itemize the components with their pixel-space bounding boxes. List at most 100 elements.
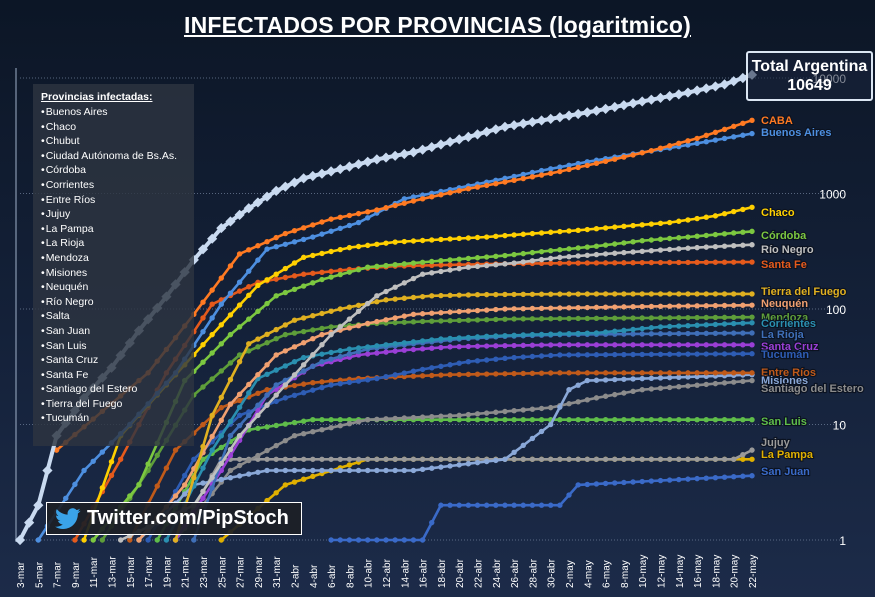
series-line [174, 448, 753, 541]
data-point [172, 537, 179, 543]
data-point [374, 350, 380, 356]
data-point [200, 299, 206, 305]
data-point [676, 383, 682, 390]
twitter-watermark[interactable]: Twitter.com/PipStoch [46, 502, 302, 535]
data-point [465, 235, 472, 241]
data-point [374, 467, 380, 474]
data-point [200, 359, 206, 365]
data-point [639, 325, 645, 332]
data-point [582, 107, 593, 118]
x-tick-label: 21-mar [181, 556, 192, 588]
data-point [319, 467, 325, 474]
data-point [666, 384, 673, 391]
data-point [447, 502, 453, 508]
province-list: Buenos AiresChacoChubutCiudad Autónoma d… [41, 105, 194, 426]
data-point [493, 409, 499, 415]
data-point [493, 233, 499, 240]
data-point [456, 256, 462, 262]
data-point [575, 399, 581, 405]
gridlines [15, 68, 845, 542]
data-point [300, 354, 307, 361]
data-point [721, 135, 728, 142]
data-point [447, 318, 453, 324]
data-point [307, 170, 318, 182]
data-point [703, 314, 709, 321]
data-point [685, 245, 691, 251]
data-point [685, 314, 691, 321]
data-point [509, 120, 520, 131]
data-point [419, 414, 426, 420]
data-point [712, 231, 719, 238]
data-point [419, 293, 426, 300]
data-point [493, 253, 499, 260]
data-point [575, 260, 581, 266]
x-tick-label: 6-abr [327, 564, 338, 588]
series-end-label: La Rioja [761, 329, 805, 341]
data-point [401, 313, 407, 319]
data-point [291, 479, 298, 485]
data-point [627, 98, 639, 109]
data-point [383, 416, 389, 422]
data-point [749, 456, 755, 462]
data-point [392, 467, 398, 474]
data-point [630, 152, 636, 158]
series-end-label: Chaco [761, 207, 795, 219]
data-point [227, 432, 234, 439]
data-point [218, 417, 224, 424]
data-point [548, 305, 554, 311]
data-point [438, 456, 444, 462]
data-point [474, 371, 481, 377]
data-point [291, 372, 298, 378]
data-point [721, 259, 728, 265]
data-point [236, 432, 243, 439]
series-corrientes [163, 320, 755, 543]
data-point [209, 287, 215, 293]
data-point [365, 209, 371, 215]
data-point [538, 353, 545, 359]
series-end-label: San Luis [761, 416, 807, 428]
data-point [380, 152, 392, 163]
data-point [666, 246, 673, 253]
x-tick-label: 3-mar [16, 561, 27, 588]
legend-item: San Luis [41, 339, 194, 354]
data-point [236, 251, 243, 257]
data-point [300, 390, 307, 396]
data-point [666, 417, 673, 423]
data-point [355, 419, 362, 425]
data-point [593, 395, 600, 401]
x-tick-label: 23-mar [199, 556, 210, 588]
data-point [721, 291, 728, 297]
data-point [740, 291, 746, 297]
data-point [676, 291, 682, 297]
series-end-label: Tucumán [761, 349, 809, 361]
data-point [99, 449, 106, 455]
data-point [117, 537, 124, 543]
data-point [685, 303, 691, 309]
data-point [639, 342, 645, 348]
data-point [465, 456, 472, 462]
data-point [676, 218, 682, 224]
data-point [612, 370, 618, 376]
data-point [712, 302, 719, 309]
data-point [481, 126, 492, 137]
x-tick-label: 20-abr [455, 558, 466, 588]
data-point [401, 280, 407, 286]
data-point [529, 316, 536, 322]
data-point [310, 335, 316, 342]
data-point [465, 358, 472, 365]
data-point [502, 232, 508, 239]
data-point [538, 305, 545, 312]
legend-item: Tierra del Fuego [41, 397, 194, 412]
data-point [429, 456, 435, 462]
data-point [447, 417, 453, 423]
data-point [502, 355, 508, 362]
data-point [291, 382, 298, 389]
data-point [703, 330, 709, 337]
data-point [566, 315, 572, 322]
data-point [328, 467, 334, 474]
data-point [236, 324, 243, 330]
data-point [502, 371, 508, 377]
series-line [174, 292, 752, 541]
data-point [447, 262, 453, 268]
data-point [639, 291, 645, 297]
